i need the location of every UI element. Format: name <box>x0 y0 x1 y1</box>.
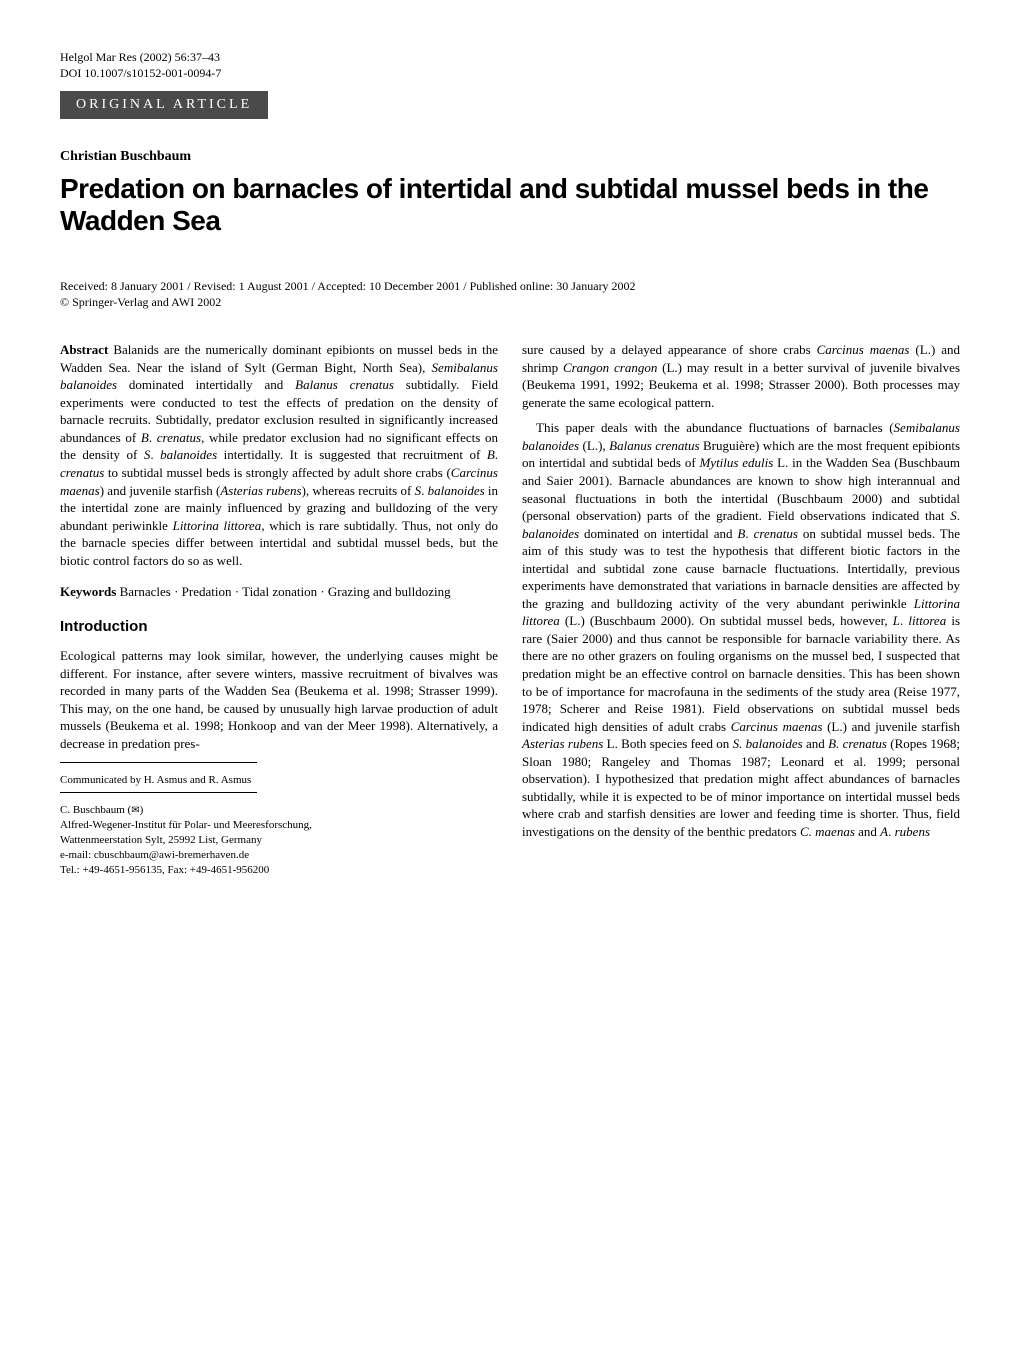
journal-ref-line: Helgol Mar Res (2002) 56:37–43 <box>60 50 960 66</box>
right-column: sure caused by a delayed appearance of s… <box>522 341 960 877</box>
affiliation-line-1: Alfred-Wegener-Institut für Polar- und M… <box>60 819 312 831</box>
keywords-content: Barnacles · Predation · Tidal zonation ·… <box>120 584 451 599</box>
corresponding-suffix: ) <box>140 804 144 816</box>
introduction-heading: Introduction <box>60 617 498 637</box>
doi-line: DOI 10.1007/s10152-001-0094-7 <box>60 66 960 82</box>
email-line: e-mail: cbuschbaum@awi-bremerhaven.de <box>60 849 249 861</box>
left-column: Abstract Balanids are the numerically do… <box>60 341 498 877</box>
phone-line: Tel.: +49-4651-956135, Fax: +49-4651-956… <box>60 864 269 876</box>
affiliation-line-2: Wattenmeerstation Sylt, 25992 List, Germ… <box>60 834 262 846</box>
journal-reference: Helgol Mar Res (2002) 56:37–43 DOI 10.10… <box>60 50 960 81</box>
keywords-label: Keywords <box>60 584 116 599</box>
corresponding-prefix: C. Buschbaum ( <box>60 804 131 816</box>
footer-divider-1 <box>60 762 257 763</box>
publication-dates: Received: 8 January 2001 / Revised: 1 Au… <box>60 278 960 312</box>
abstract-text: Balanids are the numerically dominant ep… <box>60 342 498 568</box>
right-para2: This paper deals with the abundance fluc… <box>522 419 960 840</box>
dates-line-1: Received: 8 January 2001 / Revised: 1 Au… <box>60 278 960 295</box>
abstract-label: Abstract <box>60 342 108 357</box>
envelope-icon: ✉ <box>131 804 139 818</box>
right-para1: sure caused by a delayed appearance of s… <box>522 341 960 411</box>
author-name: Christian Buschbaum <box>60 149 960 165</box>
dates-line-2: © Springer-Verlag and AWI 2002 <box>60 294 960 311</box>
article-type-banner: ORIGINAL ARTICLE <box>60 91 268 119</box>
article-title: Predation on barnacles of intertidal and… <box>60 173 960 237</box>
keywords-paragraph: Keywords Barnacles · Predation · Tidal z… <box>60 583 498 601</box>
communicated-by: Communicated by H. Asmus and R. Asmus <box>60 773 498 788</box>
abstract-paragraph: Abstract Balanids are the numerically do… <box>60 341 498 569</box>
footer-divider-2 <box>60 792 257 793</box>
introduction-para1: Ecological patterns may look similar, ho… <box>60 647 498 752</box>
corresponding-author-block: C. Buschbaum (✉) Alfred-Wegener-Institut… <box>60 803 498 877</box>
two-column-layout: Abstract Balanids are the numerically do… <box>60 341 960 877</box>
